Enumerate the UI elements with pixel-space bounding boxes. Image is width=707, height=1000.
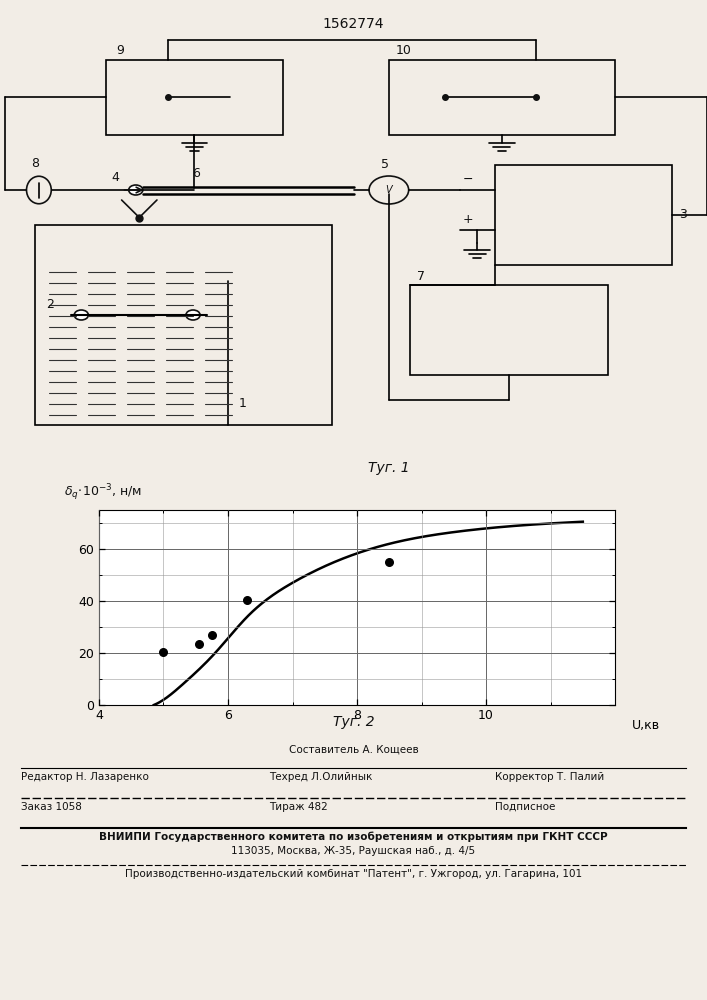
- Text: Τуг. 2: Τуг. 2: [333, 715, 374, 729]
- Text: 113035, Москва, Ж-35, Раушская наб., д. 4/5: 113035, Москва, Ж-35, Раушская наб., д. …: [231, 846, 476, 856]
- Bar: [389, 60, 615, 135]
- Text: 9: 9: [117, 44, 124, 57]
- Text: ВНИИПИ Государственного комитета по изобретениям и открытиям при ГКНТ СССР: ВНИИПИ Государственного комитета по изоб…: [99, 832, 608, 842]
- Text: V: V: [385, 185, 392, 195]
- Text: Производственно-издательский комбинат "Патент", г. Ужгород, ул. Гагарина, 101: Производственно-издательский комбинат "П…: [125, 869, 582, 879]
- Circle shape: [186, 310, 200, 320]
- Bar: [106, 60, 283, 135]
- Text: 8: 8: [31, 157, 40, 170]
- X-axis label: U,кв: U,кв: [632, 719, 660, 732]
- Text: 6: 6: [192, 167, 200, 180]
- Text: 1562774: 1562774: [323, 17, 384, 31]
- Text: 4: 4: [111, 171, 119, 184]
- Point: [193, 636, 204, 652]
- Text: 10: 10: [396, 44, 411, 57]
- Text: Техред Л.Олийнык: Техред Л.Олийнык: [269, 772, 372, 782]
- Text: Подписное: Подписное: [495, 802, 555, 812]
- Point: [242, 592, 253, 608]
- Text: 3: 3: [679, 209, 686, 222]
- Text: Тираж 482: Тираж 482: [269, 802, 327, 812]
- Point: [158, 644, 169, 660]
- Text: Заказ 1058: Заказ 1058: [21, 802, 82, 812]
- Text: Редактор Н. Лазаренко: Редактор Н. Лазаренко: [21, 772, 149, 782]
- Text: 7: 7: [417, 269, 425, 282]
- Text: 5: 5: [381, 158, 390, 171]
- Bar: [410, 285, 608, 375]
- Text: $\delta_q\!\cdot\!10^{-3}$, н/м: $\delta_q\!\cdot\!10^{-3}$, н/м: [64, 482, 142, 503]
- Point: [206, 627, 218, 643]
- Circle shape: [74, 310, 88, 320]
- Text: −: −: [463, 173, 474, 186]
- Bar: [495, 165, 672, 265]
- Bar: [35, 225, 332, 425]
- Text: Τуг. 1: Τуг. 1: [368, 461, 409, 475]
- Circle shape: [129, 185, 143, 195]
- Text: 2: 2: [46, 298, 54, 312]
- Text: Составитель А. Кощеев: Составитель А. Кощеев: [288, 745, 419, 755]
- Point: [384, 554, 395, 570]
- Text: +: +: [463, 213, 474, 226]
- Text: Корректор Т. Палий: Корректор Т. Палий: [495, 772, 604, 782]
- Text: 1: 1: [239, 397, 247, 410]
